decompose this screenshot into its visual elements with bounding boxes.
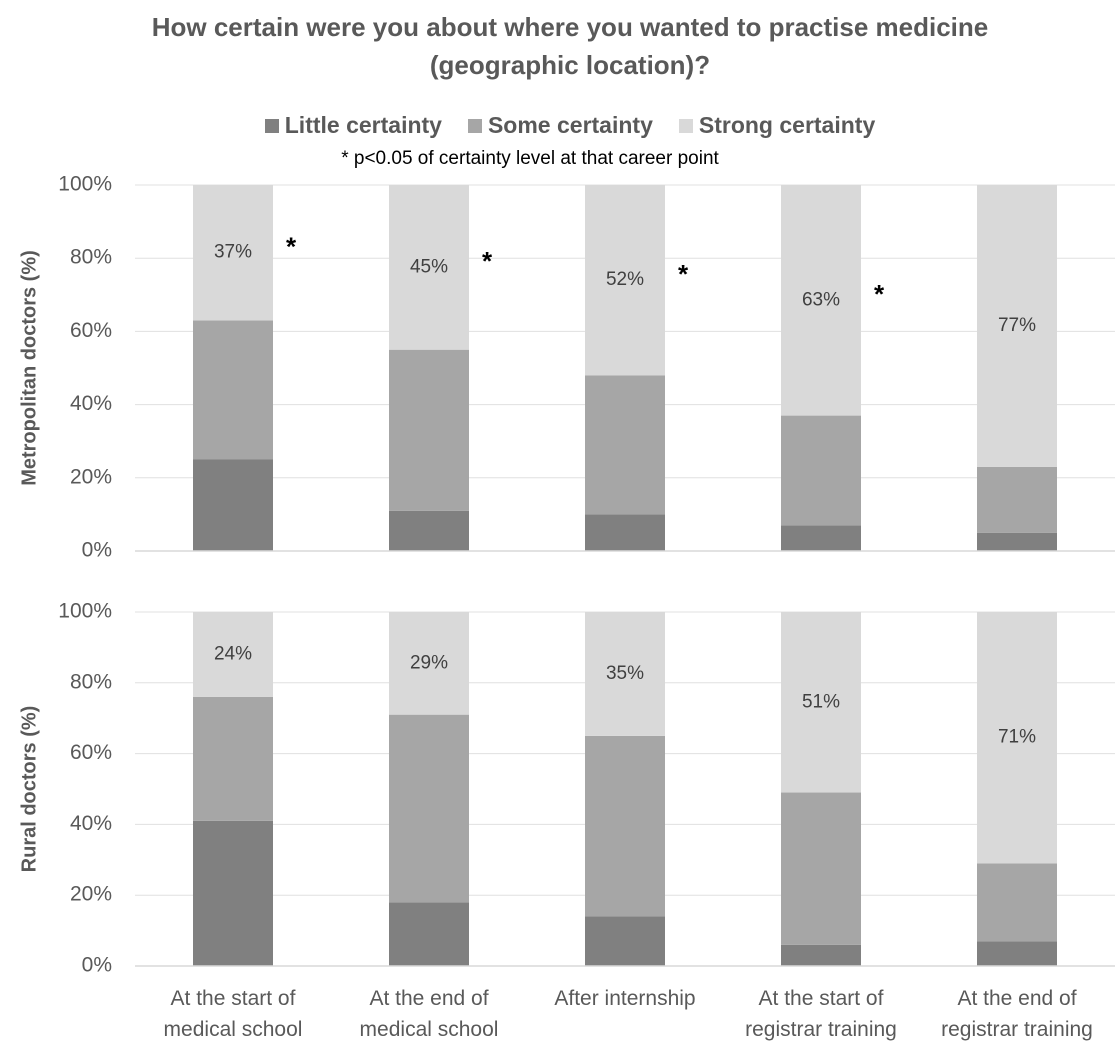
significance-marker: * <box>286 232 297 262</box>
bar-segment <box>585 514 665 551</box>
legend-item: Strong certainty <box>678 112 876 139</box>
legend-label: Little certainty <box>284 112 442 138</box>
y-tick-label: 100% <box>58 173 112 196</box>
bar-segment <box>389 185 469 350</box>
legend-item: Some certainty <box>467 112 653 139</box>
bar-segment <box>193 459 273 551</box>
significance-marker: * <box>482 246 493 276</box>
bar-segment <box>977 863 1057 942</box>
y-tick-label: 80% <box>70 670 112 693</box>
legend-label: Some certainty <box>487 112 653 138</box>
value-label: 63% <box>802 289 840 310</box>
value-label: 29% <box>410 652 448 673</box>
legend-swatch <box>467 118 482 133</box>
legend-label: Strong certainty <box>698 112 876 138</box>
y-axis-title: Metropolitan doctors (%) <box>18 250 40 486</box>
bar-segment <box>781 185 861 416</box>
value-label: 35% <box>606 663 644 684</box>
value-label: 37% <box>214 242 252 263</box>
bar-segment <box>977 466 1057 533</box>
y-tick-label: 100% <box>58 600 112 623</box>
y-tick-label: 40% <box>70 812 112 835</box>
legend-swatch <box>678 118 693 133</box>
bar-segment <box>193 612 273 697</box>
y-tick-label: 60% <box>70 741 112 764</box>
y-tick-label: 60% <box>70 319 112 342</box>
legend: Little certainty Some certainty Strong cer… <box>0 112 1115 139</box>
x-tick-label: At the start of medical school <box>163 987 303 1041</box>
value-label: 51% <box>802 691 840 712</box>
value-label: 52% <box>606 269 644 290</box>
bar-segment <box>977 185 1057 467</box>
note: * p<0.05 of certainty level at that care… <box>341 148 719 169</box>
bar-segment <box>781 415 861 526</box>
x-tick-label: At the end of medical school <box>359 987 499 1041</box>
y-tick-label: 20% <box>70 465 112 488</box>
bar-segment <box>389 902 469 966</box>
y-tick-label: 20% <box>70 883 112 906</box>
x-tick-label: At the start of registrar training <box>745 987 897 1041</box>
bar-segment <box>389 510 469 551</box>
bar-segment <box>193 320 273 460</box>
bar-segment <box>585 735 665 917</box>
significance-marker: * <box>874 279 885 309</box>
bar-segment <box>389 349 469 511</box>
y-tick-label: 80% <box>70 246 112 269</box>
value-label: 24% <box>214 643 252 664</box>
bar-segment <box>781 792 861 945</box>
bar-segment <box>193 696 273 821</box>
bar-segment <box>389 612 469 715</box>
bar-segment <box>585 375 665 515</box>
bar-segment <box>977 612 1057 864</box>
bar-segment <box>193 820 273 966</box>
bar-segment <box>781 525 861 551</box>
bar-segment <box>585 612 665 736</box>
bar-segment <box>977 941 1057 966</box>
x-tick-label: After internship <box>554 987 696 1010</box>
bar-segment <box>585 185 665 376</box>
bar-segment <box>389 714 469 903</box>
legend-swatch <box>264 118 279 133</box>
y-tick-label: 40% <box>70 392 112 415</box>
value-label: 71% <box>998 727 1036 748</box>
legend-item: Little certainty <box>264 112 442 139</box>
bar-segment <box>585 916 665 966</box>
y-tick-label: 0% <box>82 539 112 562</box>
bar-segment <box>781 944 861 966</box>
y-axis-title: Rural doctors (%) <box>18 706 40 873</box>
value-label: 45% <box>410 256 448 277</box>
x-tick-label: At the end of registrar training <box>941 987 1093 1041</box>
bar-segment <box>193 185 273 321</box>
bar-segment <box>977 532 1057 551</box>
y-tick-label: 0% <box>82 954 112 977</box>
value-label: 77% <box>998 315 1036 336</box>
significance-marker: * <box>678 259 689 289</box>
bar-segment <box>781 612 861 793</box>
chart-title: How certain were you about where you wan… <box>151 12 989 80</box>
